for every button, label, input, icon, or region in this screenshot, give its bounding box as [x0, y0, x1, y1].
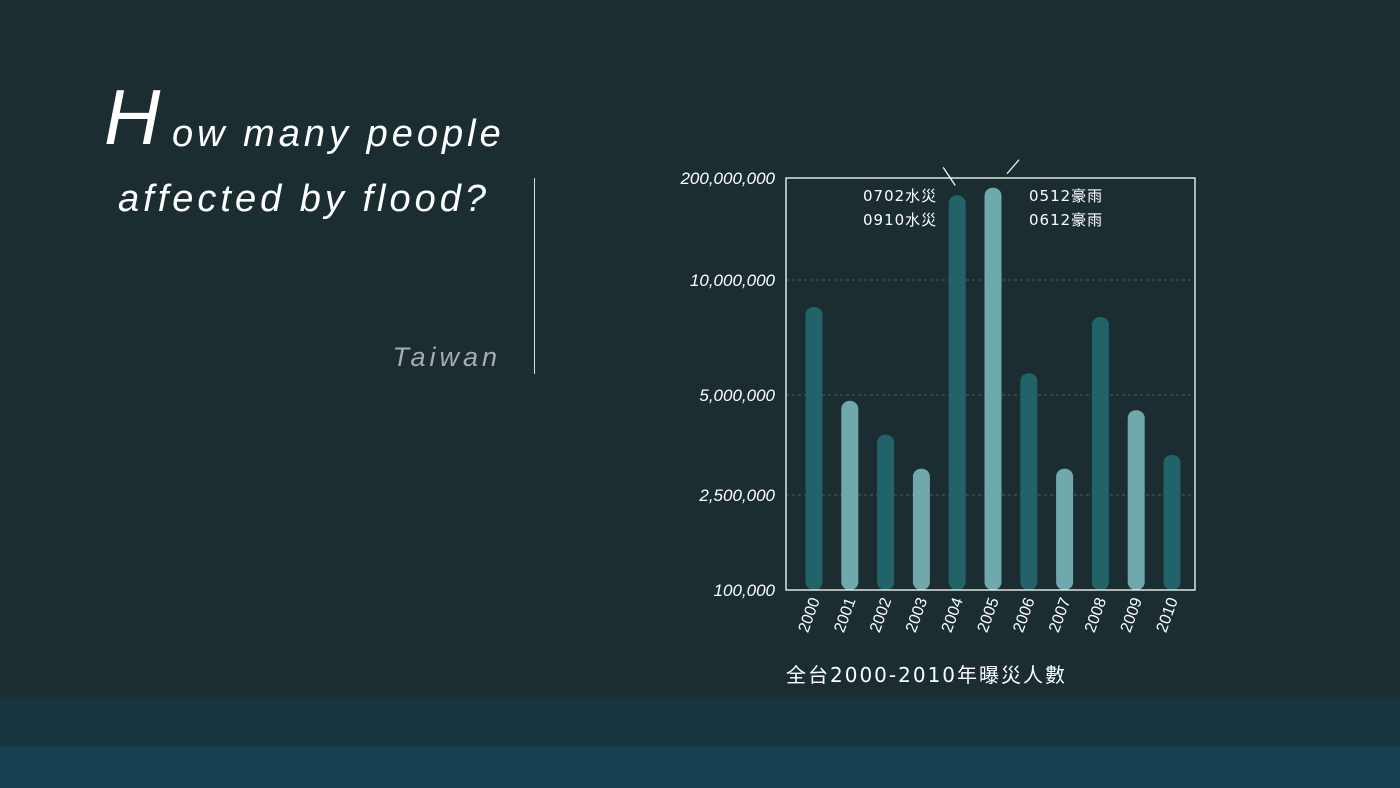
x-tick-label: 2007: [1046, 595, 1074, 634]
x-tick-label: 2006: [1010, 595, 1038, 634]
y-tick-labels: 100,000 2,500,000 5,000,000 10,000,000 200,0…: [679, 169, 775, 600]
annotation-leader: [1006, 159, 1020, 175]
title-line-2: affected by flood?: [118, 178, 490, 220]
annotation-label: 0910水災: [863, 211, 937, 229]
x-tick-label: 2003: [903, 595, 931, 634]
chart-caption: 全台2000-2010年曝災人數: [786, 663, 1067, 687]
bar-2005: [984, 187, 1002, 591]
x-tick-label: 2005: [975, 595, 1003, 634]
bar-2001: [841, 400, 859, 590]
x-tick-label: 2008: [1082, 595, 1110, 634]
annotation-label: 0512豪雨: [1029, 187, 1103, 205]
bar-2007: [1056, 468, 1074, 590]
page-subtitle: Taiwan: [392, 342, 501, 372]
bar-2010: [1163, 454, 1181, 590]
y-tick-label: 10,000,000: [690, 271, 776, 290]
x-tick-label: 2010: [1154, 595, 1182, 634]
bar-2002: [877, 434, 895, 590]
plot-frame: [785, 177, 1196, 591]
y-tick-label: 200,000,000: [679, 169, 775, 188]
annotation-label: 0612豪雨: [1029, 211, 1103, 229]
footer-band-bottom: [0, 747, 1400, 788]
annotation-label: 0702水災: [863, 187, 937, 205]
bar-2000: [805, 306, 823, 590]
bar-2003: [912, 468, 930, 590]
annotation-leader: [942, 167, 956, 186]
y-tick-label: 5,000,000: [699, 386, 775, 405]
bar-2008: [1091, 317, 1109, 590]
vertical-divider: [534, 178, 535, 374]
bars: [805, 187, 1181, 591]
title-line-1: ow many people: [172, 113, 505, 155]
x-tick-label: 2000: [796, 595, 824, 634]
x-tick-label: 2004: [939, 595, 967, 634]
y-tick-label: 100,000: [714, 581, 776, 600]
bar-2004: [948, 195, 966, 590]
title-initial: H: [104, 73, 162, 161]
x-tick-label: 2002: [867, 595, 895, 634]
x-tick-labels: 2000 2001 2002 2003 2004 2005 2006 2007 2008 2009…: [796, 595, 1182, 634]
bar-2006: [1020, 373, 1038, 590]
annotations: 0702水災 0910水災 0512豪雨 0612豪雨: [863, 159, 1103, 229]
footer-band-top: [0, 697, 1400, 747]
x-tick-label: 2009: [1118, 595, 1146, 634]
bar-2009: [1127, 410, 1145, 590]
x-tick-label: 2001: [831, 595, 859, 634]
y-tick-label: 2,500,000: [698, 486, 775, 505]
